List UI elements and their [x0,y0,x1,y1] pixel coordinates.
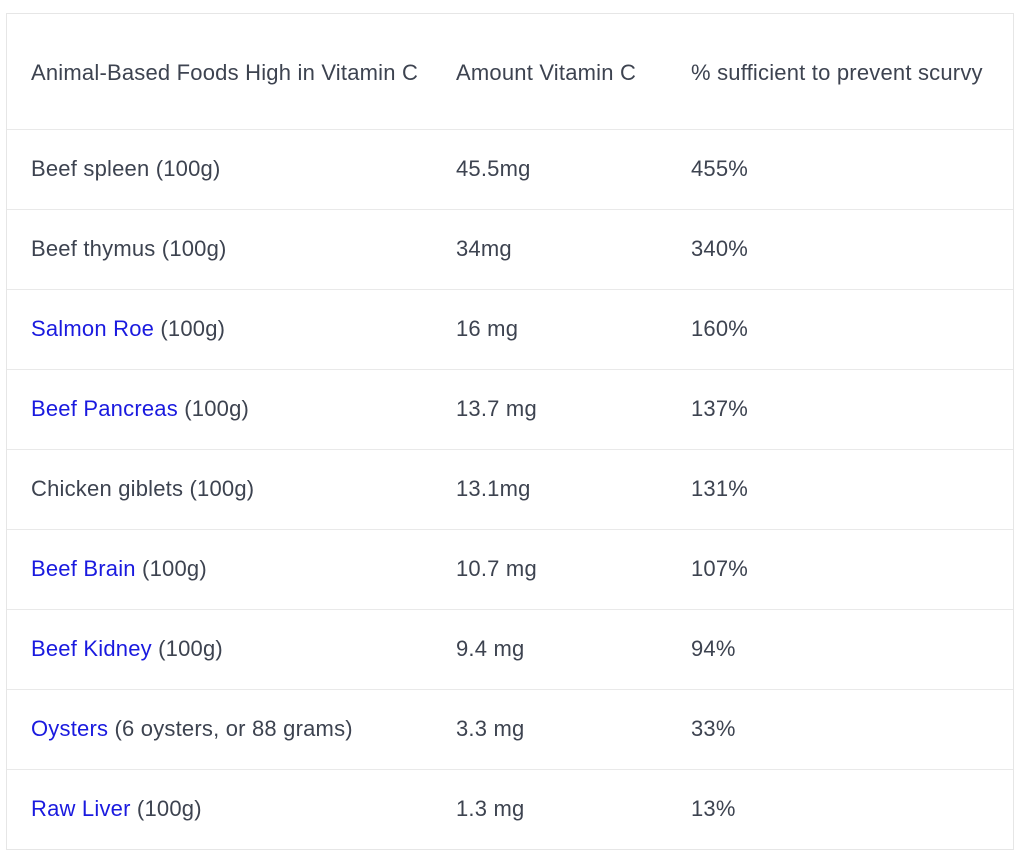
amount-cell: 13.1mg [432,448,667,529]
percent-cell: 107% [667,528,1013,609]
food-text: (6 oysters, or 88 grams) [108,716,353,741]
percent-cell: 94% [667,608,1013,689]
percent-cell: 160% [667,288,1013,369]
food-text: (100g) [154,316,226,341]
food-link-raw-liver[interactable]: Raw Liver [31,796,131,822]
table-row: Beef Brain (100g) 10.7 mg 107% [7,528,1013,609]
header-amount: Amount Vitamin C [456,60,637,86]
table-row: Beef thymus (100g) 34mg 340% [7,208,1013,289]
table-row: Oysters (6 oysters, or 88 grams) 3.3 mg … [7,688,1013,769]
food-text: Beef thymus (100g) [31,236,227,261]
table-row: Beef Kidney (100g) 9.4 mg 94% [7,608,1013,689]
percent-cell: 340% [667,208,1013,289]
food-text: Chicken giblets (100g) [31,476,255,501]
food-text: Beef spleen (100g) [31,156,221,181]
percent-cell: 33% [667,688,1013,769]
food-cell: Beef spleen (100g) [7,128,432,209]
food-text: (100g) [151,636,223,661]
percent-cell: 131% [667,448,1013,529]
food-link-beef-brain[interactable]: Beef Brain [31,556,136,581]
amount-cell: 9.4 mg [432,608,667,689]
amount-cell: 3.3 mg [432,688,667,769]
food-link-beef-pancreas[interactable]: Beef Pancreas [31,396,178,421]
table-row: Raw Liver (100g) 1.3 mg 13% [7,768,1013,849]
food-link-beef-kidney[interactable]: Beef Kidney [31,636,152,661]
amount-cell: 13.7 mg [432,368,667,449]
food-cell: Raw Liver (100g) [7,768,432,849]
amount-cell: 16 mg [432,288,667,369]
food-link-salmon-roe[interactable]: Salmon Roe [31,316,155,341]
amount-cell: 1.3 mg [432,768,667,849]
table-row: Salmon Roe (100g) 16 mg 160% [7,288,1013,369]
food-text: (100g) [130,796,202,822]
food-cell: Oysters (6 oysters, or 88 grams) [7,688,432,769]
percent-cell: 13% [667,768,1013,849]
table-row: Chicken giblets (100g) 13.1mg 131% [7,448,1013,529]
percent-cell: 137% [667,368,1013,449]
amount-cell: 34mg [432,208,667,289]
food-text: (100g) [135,556,207,581]
header-food: Animal-Based Foods High in Vitamin C [31,60,419,86]
food-cell: Chicken giblets (100g) [7,448,432,529]
food-cell: Beef Brain (100g) [7,528,432,609]
food-cell: Beef Kidney (100g) [7,608,432,689]
food-cell: Salmon Roe (100g) [7,288,432,369]
table-row: Beef Pancreas (100g) 13.7 mg 137% [7,368,1013,449]
vitamin-c-table: Animal-Based Foods High in Vitamin C Amo… [7,14,1013,849]
food-cell: Beef Pancreas (100g) [7,368,432,449]
amount-cell: 10.7 mg [432,528,667,609]
food-cell: Beef thymus (100g) [7,208,432,289]
percent-cell: 455% [667,128,1013,209]
table-header-row: Animal-Based Foods High in Vitamin C Amo… [7,14,1013,129]
food-link-oysters[interactable]: Oysters [31,716,109,741]
table-row: Beef spleen (100g) 45.5mg 455% [7,128,1013,209]
amount-cell: 45.5mg [432,128,667,209]
vitamin-c-table-container: Animal-Based Foods High in Vitamin C Amo… [6,13,1014,850]
header-percent: % sufficient to prevent scurvy [691,60,983,86]
food-text: (100g) [177,396,250,421]
